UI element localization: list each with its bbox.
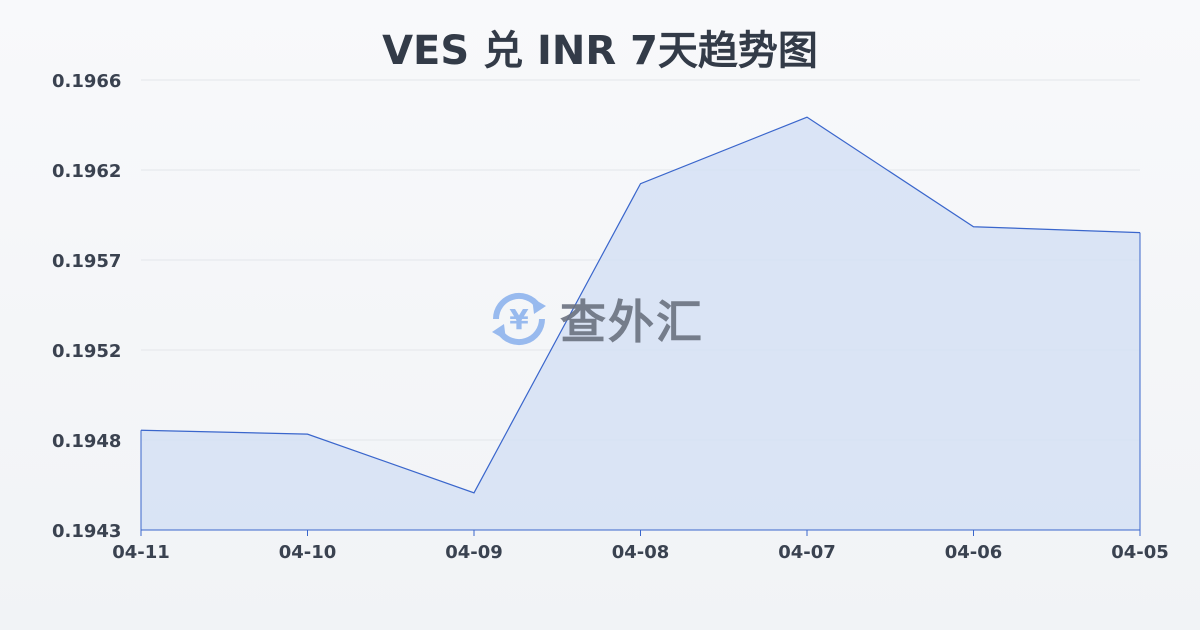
x-tick-label: 04-08 <box>612 542 670 563</box>
svg-text:¥: ¥ <box>509 303 529 336</box>
y-tick-label: 0.1962 <box>52 161 121 182</box>
y-tick-label: 0.1957 <box>52 251 121 272</box>
chart-title: VES 兑 INR 7天趋势图 <box>382 28 818 74</box>
watermark-text: 查外汇 <box>560 295 704 349</box>
yen-exchange-icon: ¥ <box>492 292 546 346</box>
x-tick-label: 04-07 <box>778 542 836 563</box>
y-tick-label: 0.1948 <box>52 431 121 452</box>
x-tick-label: 04-05 <box>1111 542 1169 563</box>
y-tick-label: 0.1952 <box>52 341 121 362</box>
area-fill <box>141 117 1140 530</box>
x-tick-label: 04-09 <box>445 542 503 563</box>
y-tick-label: 0.1966 <box>52 71 121 92</box>
watermark-logo: ¥ 查外汇 <box>488 286 704 352</box>
x-tick-label: 04-11 <box>112 542 170 563</box>
x-tick-label: 04-10 <box>279 542 337 563</box>
x-tick-label: 04-06 <box>945 542 1003 563</box>
y-tick-label: 0.1943 <box>52 521 121 542</box>
